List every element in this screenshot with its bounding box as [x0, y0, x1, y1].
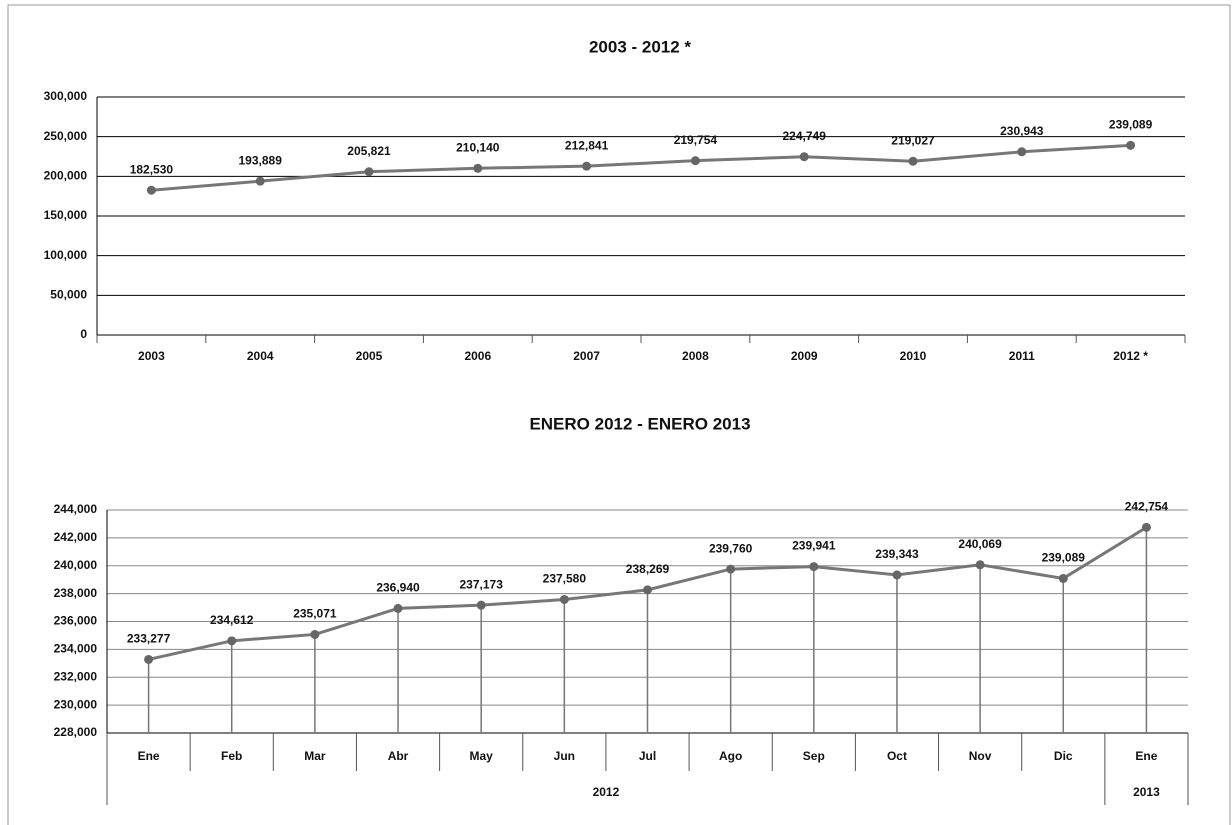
x-tick-label: 2012 * [1113, 349, 1148, 363]
value-label: 193,889 [239, 153, 283, 167]
marker [146, 185, 156, 195]
y-tick-label: 236,000 [54, 614, 98, 628]
marker [690, 156, 700, 166]
value-label: 237,580 [543, 572, 587, 586]
value-label: 239,089 [1042, 551, 1086, 565]
marker [643, 585, 652, 595]
marker [799, 152, 809, 162]
marker [144, 654, 154, 664]
x-tick-label: Mar [304, 749, 326, 763]
value-label: 224,749 [783, 129, 827, 143]
x-tick-label: 2011 [1009, 349, 1035, 363]
x-tick-label: Jul [639, 749, 656, 763]
x-tick-label: Feb [221, 749, 242, 763]
value-label: 205,821 [347, 144, 391, 158]
marker [1058, 573, 1068, 583]
marker [1126, 140, 1136, 150]
frame [7, 4, 1231, 825]
marker [726, 564, 736, 574]
y-tick-label: 238,000 [54, 586, 98, 600]
value-label: 212,841 [565, 138, 609, 152]
y-tick-label: 100,000 [44, 248, 88, 262]
value-label: 234,612 [210, 613, 254, 627]
marker [1141, 522, 1151, 532]
x-tick-label: Ago [719, 749, 742, 763]
marker [393, 603, 403, 613]
value-label: 237,173 [459, 577, 503, 591]
y-tick-label: 228,000 [54, 725, 98, 739]
y-tick-label: 50,000 [50, 288, 87, 302]
marker [559, 594, 569, 604]
value-label: 236,940 [376, 581, 420, 595]
chart-title: 2003 - 2012 * [589, 37, 691, 56]
y-tick-label: 150,000 [44, 208, 88, 222]
x-tick-label: Dic [1054, 749, 1073, 763]
marker [227, 636, 237, 646]
value-label: 219,027 [891, 133, 935, 147]
value-label: 230,943 [1000, 124, 1044, 138]
x-tick-label: 2003 [138, 349, 165, 363]
marker [908, 156, 918, 166]
y-tick-label: 200,000 [44, 169, 88, 183]
marker [975, 560, 985, 570]
x-tick-label: Jun [554, 749, 575, 763]
value-label: 219,754 [674, 133, 718, 147]
value-label: 210,140 [456, 140, 500, 154]
marker [364, 167, 374, 177]
x-tick-label: 2004 [247, 349, 274, 363]
y-tick-label: 240,000 [54, 558, 98, 572]
group-label: 2013 [1133, 785, 1160, 799]
x-tick-label: Ene [1135, 749, 1157, 763]
x-tick-label: 2006 [464, 349, 491, 363]
x-tick-label: 2007 [573, 349, 600, 363]
y-tick-label: 0 [80, 327, 87, 341]
y-tick-label: 242,000 [54, 530, 98, 544]
value-label: 235,071 [293, 607, 337, 621]
y-tick-label: 234,000 [54, 642, 98, 656]
value-label: 239,343 [875, 547, 919, 561]
marker [473, 163, 483, 173]
x-tick-label: Abr [388, 749, 409, 763]
x-tick-label: May [470, 749, 494, 763]
marker [809, 562, 819, 572]
value-label: 182,530 [130, 162, 174, 176]
x-tick-label: 2009 [791, 349, 818, 363]
x-tick-label: Nov [969, 749, 992, 763]
x-tick-label: Ene [138, 749, 160, 763]
x-tick-label: Sep [803, 749, 825, 763]
x-tick-label: 2008 [682, 349, 709, 363]
x-tick-label: 2005 [356, 349, 383, 363]
value-label: 239,089 [1109, 117, 1153, 131]
chart-title: ENERO 2012 - ENERO 2013 [529, 414, 750, 433]
marker [892, 570, 902, 580]
y-tick-label: 250,000 [44, 129, 88, 143]
marker [1017, 147, 1027, 157]
y-tick-label: 232,000 [54, 669, 98, 683]
value-label: 233,277 [127, 632, 171, 646]
marker [255, 176, 265, 186]
value-label: 242,754 [1125, 500, 1169, 514]
marker [310, 629, 320, 639]
value-label: 240,069 [958, 537, 1002, 551]
value-label: 239,941 [792, 539, 836, 553]
x-tick-label: 2010 [900, 349, 927, 363]
value-label: 238,269 [626, 562, 670, 576]
line [151, 143, 1131, 192]
x-tick-label: Oct [887, 749, 907, 763]
marker [476, 600, 486, 610]
y-tick-label: 244,000 [54, 502, 98, 516]
value-label: 239,760 [709, 541, 753, 555]
y-tick-label: 300,000 [44, 89, 88, 103]
group-label: 2012 [593, 785, 620, 799]
y-tick-label: 230,000 [54, 697, 98, 711]
marker [582, 161, 592, 171]
